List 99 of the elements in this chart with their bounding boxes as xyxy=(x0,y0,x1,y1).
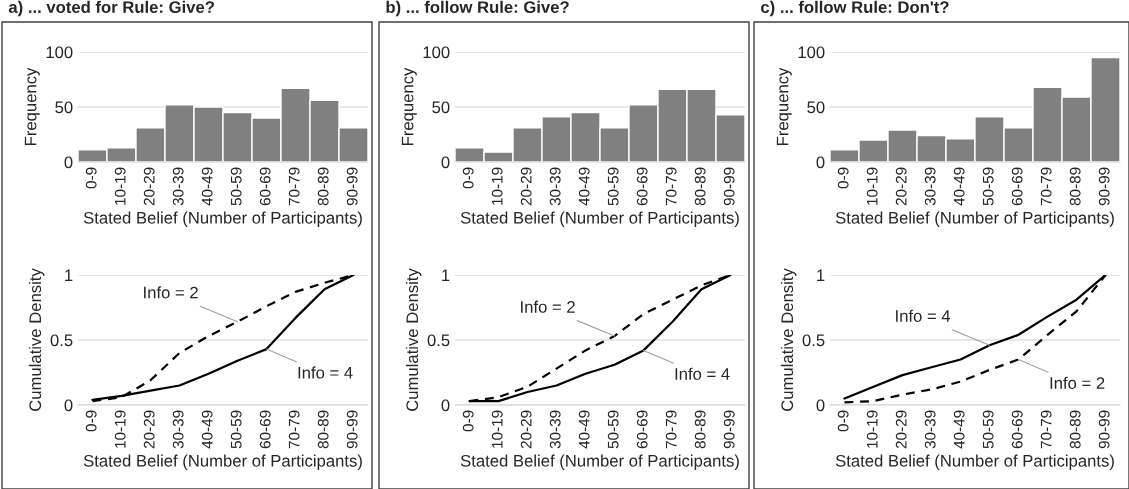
x-tick-label: 70-79 xyxy=(665,167,677,206)
x-tick-label: 0-9 xyxy=(837,410,849,432)
x-tick-label: 0-9 xyxy=(462,167,474,189)
x-tick-label: 50-59 xyxy=(982,167,994,206)
y-axis-title: Cumulative Density xyxy=(28,268,45,411)
x-tick-label: 0-9 xyxy=(85,410,97,432)
y-tick-label: 100 xyxy=(798,46,825,59)
y-tick-label: 0 xyxy=(441,399,450,412)
x-tick-label: 40-49 xyxy=(578,167,590,206)
annotation: Info = 2 xyxy=(1050,376,1105,389)
y-tick-label: 0.5 xyxy=(802,334,825,347)
annotation: Info = 4 xyxy=(675,367,730,380)
x-tick-label: 20-29 xyxy=(520,410,532,449)
x-tick-label: 10-19 xyxy=(114,410,126,448)
x-tick-label: 50-59 xyxy=(230,167,242,206)
x-tick-label: 60-69 xyxy=(636,167,648,206)
x-tick-label: 70-79 xyxy=(288,167,300,206)
x-axis-title: Stated Belief (Number of Participants) xyxy=(83,211,362,228)
x-tick-label: 90-99 xyxy=(1098,410,1110,449)
y-tick-label: 0 xyxy=(816,156,825,169)
y-tick-label: 1 xyxy=(817,269,825,282)
x-axis-title: Stated Belief (Number of Participants) xyxy=(835,211,1114,228)
x-tick-label: 30-39 xyxy=(172,167,184,206)
y-tick-label: 0 xyxy=(64,156,73,169)
x-tick-label: 50-59 xyxy=(982,410,994,449)
x-tick-label: 70-79 xyxy=(288,410,300,449)
chart-title: a) ... voted for Rule: Give? xyxy=(8,0,214,17)
x-tick-label: 30-39 xyxy=(172,410,184,449)
y-tick-label: 1 xyxy=(442,269,450,282)
x-tick-label: 60-69 xyxy=(636,410,648,449)
x-tick-label: 70-79 xyxy=(1040,167,1052,206)
x-axis-title: Stated Belief (Number of Participants) xyxy=(83,454,362,471)
y-axis-title: Frequency xyxy=(24,67,40,145)
x-tick-label: 20-29 xyxy=(520,167,532,206)
x-tick-label: 80-89 xyxy=(694,410,706,449)
y-tick-label: 1 xyxy=(65,269,73,282)
x-tick-label: 30-39 xyxy=(924,410,936,449)
annotation: Info = 2 xyxy=(144,286,198,299)
x-tick-label: 10-19 xyxy=(114,167,126,205)
x-tick-label: 0-9 xyxy=(837,167,849,189)
x-tick-label: 20-29 xyxy=(895,410,907,449)
annotation: Info = 4 xyxy=(896,309,951,322)
y-tick-label: 0 xyxy=(441,156,450,169)
x-tick-label: 60-69 xyxy=(259,167,271,206)
x-tick-label: 20-29 xyxy=(895,167,907,206)
annotation: Info = 2 xyxy=(521,300,575,313)
x-axis-title: Stated Belief (Number of Participants) xyxy=(835,454,1114,471)
x-tick-label: 30-39 xyxy=(549,410,561,449)
x-tick-label: 90-99 xyxy=(723,167,735,206)
x-tick-label: 10-19 xyxy=(866,167,878,205)
x-tick-label: 40-49 xyxy=(953,167,965,206)
x-tick-label: 60-69 xyxy=(1011,410,1023,449)
x-tick-label: 40-49 xyxy=(953,410,965,449)
x-tick-label: 50-59 xyxy=(230,410,242,449)
x-tick-label: 80-89 xyxy=(694,167,706,206)
x-tick-label: 80-89 xyxy=(317,410,329,449)
x-axis-title: Stated Belief (Number of Participants) xyxy=(460,454,739,471)
x-tick-label: 90-99 xyxy=(346,167,358,206)
y-tick-label: 0 xyxy=(64,399,73,412)
x-tick-label: 60-69 xyxy=(259,410,271,449)
x-tick-label: 10-19 xyxy=(491,410,503,448)
x-tick-label: 40-49 xyxy=(201,167,213,206)
x-tick-label: 10-19 xyxy=(491,167,503,205)
x-tick-label: 20-29 xyxy=(143,410,155,449)
y-tick-label: 0.5 xyxy=(50,334,73,347)
y-tick-label: 0.5 xyxy=(427,334,450,347)
x-axis-title: Stated Belief (Number of Participants) xyxy=(460,211,739,228)
x-tick-label: 40-49 xyxy=(201,410,213,449)
chart-title: c) ... follow Rule: Don't? xyxy=(761,0,949,17)
x-tick-label: 60-69 xyxy=(1011,167,1023,206)
x-tick-label: 70-79 xyxy=(1040,410,1052,449)
y-tick-label: 100 xyxy=(46,46,73,59)
y-tick-label: 50 xyxy=(432,101,450,114)
y-tick-label: 100 xyxy=(423,46,450,59)
annotation: Info = 4 xyxy=(298,366,353,379)
x-tick-label: 80-89 xyxy=(317,167,329,206)
x-tick-label: 20-29 xyxy=(143,167,155,206)
x-tick-label: 50-59 xyxy=(607,167,619,206)
x-tick-label: 0-9 xyxy=(85,167,97,189)
y-axis-title: Frequency xyxy=(401,67,417,145)
x-tick-label: 40-49 xyxy=(578,410,590,449)
y-axis-title: Frequency xyxy=(776,67,792,145)
x-tick-label: 50-59 xyxy=(607,410,619,449)
chart-title: b) ... follow Rule: Give? xyxy=(386,0,569,17)
x-tick-label: 80-89 xyxy=(1069,167,1081,206)
x-tick-label: 90-99 xyxy=(1098,167,1110,206)
x-tick-label: 30-39 xyxy=(924,167,936,206)
x-tick-label: 90-99 xyxy=(723,410,735,449)
y-tick-label: 50 xyxy=(55,101,73,114)
y-axis-title: Cumulative Density xyxy=(780,268,797,411)
x-tick-label: 80-89 xyxy=(1069,410,1081,449)
y-tick-label: 50 xyxy=(807,101,825,114)
x-tick-label: 30-39 xyxy=(549,167,561,206)
x-tick-label: 10-19 xyxy=(866,410,878,448)
x-tick-label: 70-79 xyxy=(665,410,677,449)
y-axis-title: Cumulative Density xyxy=(405,268,422,411)
x-tick-label: 90-99 xyxy=(346,410,358,449)
y-tick-label: 0 xyxy=(816,399,825,412)
x-tick-label: 0-9 xyxy=(462,410,474,432)
